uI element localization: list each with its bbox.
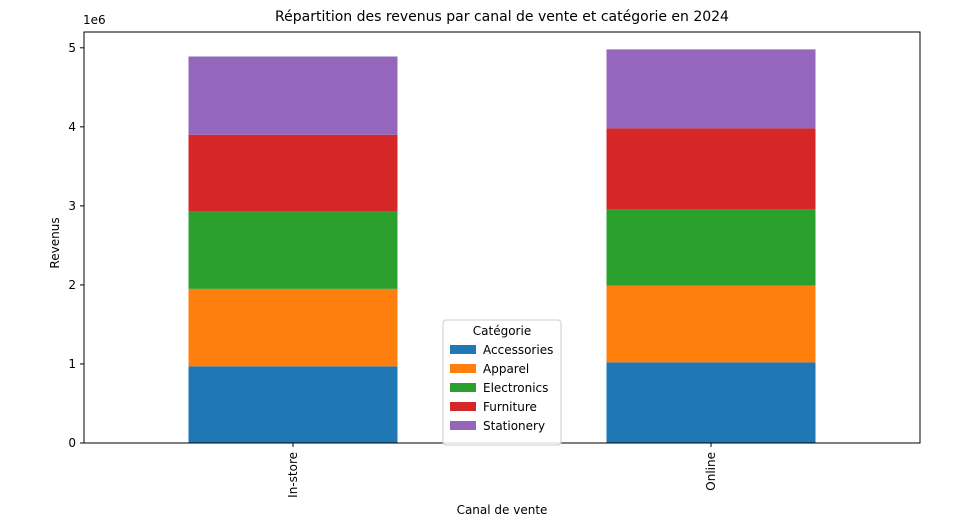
bar-segment-online-accessories [606,362,816,443]
bar-segment-online-furniture [606,128,816,210]
y-axis-label: Revenus [48,217,62,268]
x-axis-label: Canal de vente [457,503,548,517]
y-tick-label: 1 [68,357,76,371]
bar-segment-in-store-apparel [188,288,398,367]
legend-label-furniture: Furniture [483,400,537,414]
x-tick-label: In-store [286,452,300,498]
bars-layer [188,49,816,443]
legend-swatch-accessories [450,345,476,354]
y-tick-label: 2 [68,278,76,292]
y-tick-label: 4 [68,120,76,134]
legend-label-apparel: Apparel [483,362,529,376]
y-tick-label: 3 [68,199,76,213]
bar-segment-in-store-stationery [188,56,398,135]
legend-label-stationery: Stationery [483,419,545,433]
y-tick-label: 0 [68,436,76,450]
legend-swatch-furniture [450,402,476,411]
x-tick-label: Online [704,452,718,491]
legend-title: Catégorie [473,324,531,338]
legend: Catégorie Accessories Apparel Electronics Fu… [442,319,562,446]
legend-swatch-apparel [450,364,476,373]
y-offset-label: 1e6 [83,13,106,27]
bar-segment-in-store-electronics [188,211,398,289]
bar-segment-in-store-furniture [188,134,398,212]
legend-label-electronics: Electronics [483,381,548,395]
y-tick-label: 5 [68,41,76,55]
bar-segment-online-stationery [606,49,816,129]
bar-segment-in-store-accessories [188,366,398,443]
bar-segment-online-electronics [606,209,816,286]
bar-segment-online-apparel [606,285,816,363]
legend-label-accessories: Accessories [483,343,553,357]
legend-swatch-electronics [450,383,476,392]
legend-swatch-stationery [450,421,476,430]
chart-title: Répartition des revenus par canal de ven… [275,9,729,25]
